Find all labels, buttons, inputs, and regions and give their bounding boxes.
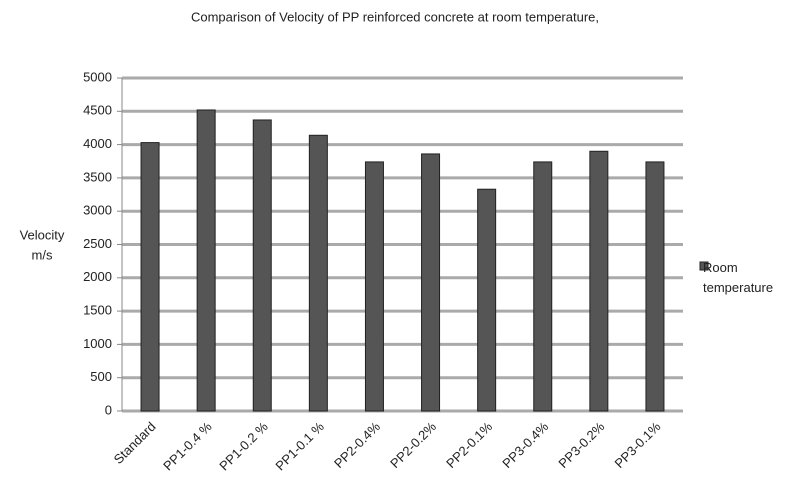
- x-tick-label: Standard: [111, 419, 159, 467]
- bar: [252, 119, 272, 412]
- x-tick-label: PP1-0.1 %: [272, 419, 327, 474]
- y-tick-label: 1000: [83, 336, 112, 351]
- y-tick-label: 3000: [83, 203, 112, 218]
- x-tick-label: PP2-0.2%: [387, 419, 439, 471]
- x-tick-label: PP1-0.4 %: [160, 419, 215, 474]
- bar: [196, 109, 216, 412]
- y-axis-label: m/s: [32, 247, 53, 262]
- bar: [421, 153, 441, 412]
- y-tick-label: 1500: [83, 303, 112, 318]
- y-tick-label: 2000: [83, 269, 112, 284]
- bar: [308, 134, 328, 412]
- y-tick-label: 4000: [83, 136, 112, 151]
- x-tick-label: PP2-0.4%: [331, 419, 383, 471]
- legend-swatch: [699, 261, 709, 271]
- y-tick-label: 4500: [83, 103, 112, 118]
- x-tick-label: PP3-0.1%: [611, 419, 663, 471]
- bar: [140, 142, 160, 412]
- chart-title: Comparison of Velocity of PP reinforced …: [191, 9, 599, 24]
- y-tick-label: 5000: [83, 69, 112, 84]
- y-tick-label: 0: [105, 402, 112, 417]
- y-tick-label: 2500: [83, 236, 112, 251]
- legend-label: Room temperature: [703, 260, 774, 295]
- bar: [533, 161, 553, 412]
- y-tick-label: 500: [90, 369, 112, 384]
- y-axis-label: Velocity: [20, 227, 65, 242]
- bar: [645, 161, 665, 412]
- bar: [589, 150, 609, 412]
- x-tick-label: PP2-0.1%: [443, 419, 495, 471]
- x-tick-label: PP1-0.2 %: [216, 419, 271, 474]
- bar: [364, 161, 384, 412]
- x-tick-label: PP3-0.2%: [555, 419, 607, 471]
- x-tick-label: PP3-0.4%: [499, 419, 551, 471]
- bar: [477, 188, 497, 412]
- y-tick-label: 3500: [83, 169, 112, 184]
